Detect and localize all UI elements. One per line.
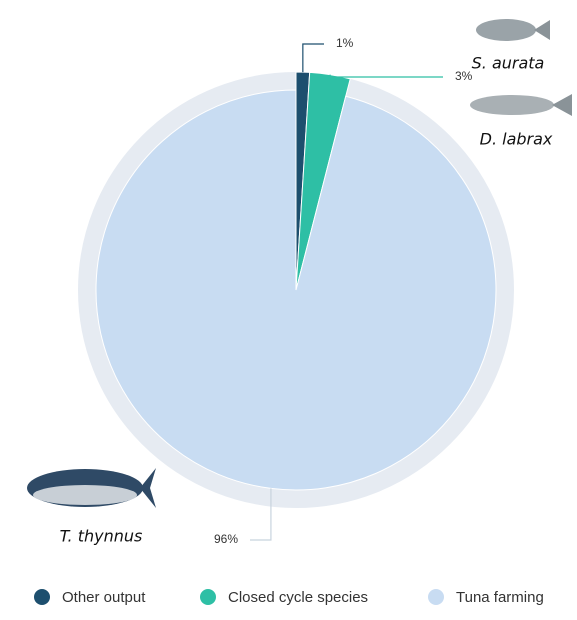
fish-icon-aurata xyxy=(476,19,550,41)
annotation: S. aurata xyxy=(472,54,545,73)
legend-marker xyxy=(34,589,50,605)
legend-marker xyxy=(200,589,216,605)
pie-slice xyxy=(95,89,497,491)
leader-line xyxy=(302,43,324,73)
value-label: 96% xyxy=(214,532,238,546)
legend-label: Other output xyxy=(62,589,146,606)
annotation: D. labrax xyxy=(480,130,553,149)
fish-icon-labrax xyxy=(470,94,572,116)
annotation: T. thynnus xyxy=(60,527,143,546)
legend-marker xyxy=(428,589,444,605)
leader-line xyxy=(329,74,443,78)
legend-label: Tuna farming xyxy=(456,589,544,606)
legend-label: Closed cycle species xyxy=(228,589,368,606)
leader-line xyxy=(250,488,272,541)
fish-icon-thynnus xyxy=(27,468,156,508)
value-label: 1% xyxy=(336,36,354,50)
value-label: 3% xyxy=(455,69,473,83)
